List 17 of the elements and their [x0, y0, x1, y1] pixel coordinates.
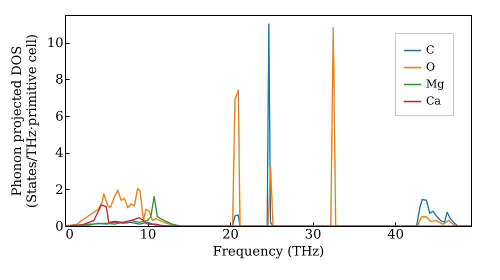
y-tick-label: 8: [55, 72, 64, 88]
legend-label: C: [426, 44, 434, 56]
y-tick-label: 6: [55, 109, 64, 124]
x-tick-label: 0: [66, 228, 74, 242]
legend-label: Ca: [426, 94, 442, 108]
x-tick-label: 40: [387, 228, 404, 242]
line-series: [65, 204, 471, 226]
x-tick-label: 30: [304, 228, 322, 242]
x-tick-label: 20: [222, 228, 239, 242]
x-axis-title: Frequency (THz): [212, 244, 324, 260]
y-tick-label: 2: [55, 182, 64, 198]
legend-label: O: [426, 60, 436, 74]
legend-label: Mg: [426, 78, 444, 90]
y-axis-title: Phonon projected DOS (States/THz·primitive cell): [10, 34, 40, 208]
x-tick-label: 10: [140, 228, 156, 242]
y-tick-label: 10: [46, 36, 64, 52]
y-tick-label: 4: [55, 146, 64, 162]
